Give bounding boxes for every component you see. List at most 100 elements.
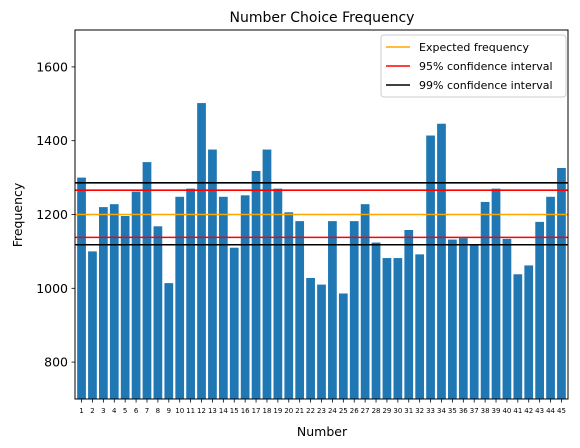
x-tick-label: 2 (90, 407, 94, 415)
bar-32 (415, 254, 424, 399)
x-tick-label: 18 (262, 407, 271, 415)
bar-30 (393, 258, 402, 399)
bar-19 (274, 189, 283, 399)
bar-43 (535, 222, 544, 399)
x-tick-label: 25 (339, 407, 348, 415)
bar-12 (197, 103, 206, 399)
x-tick-label: 34 (437, 407, 446, 415)
y-axis-label: Frequency (10, 182, 25, 247)
x-tick-label: 32 (415, 407, 424, 415)
x-axis-label: Number (297, 424, 348, 439)
bar-10 (175, 197, 184, 399)
bar-20 (284, 212, 293, 399)
bar-7 (143, 162, 152, 399)
x-tick-label: 42 (524, 407, 533, 415)
bar-36 (459, 238, 468, 399)
bar-41 (513, 274, 522, 399)
x-tick-label: 28 (372, 407, 381, 415)
x-tick-label: 5 (123, 407, 127, 415)
bar-28 (372, 243, 381, 399)
x-tick-label: 21 (295, 407, 304, 415)
chart-title: Number Choice Frequency (230, 10, 415, 26)
bar-1 (77, 178, 86, 399)
bar-23 (317, 285, 326, 399)
bar-33 (426, 136, 435, 399)
bar-5 (121, 216, 130, 399)
x-tick-label: 44 (546, 407, 555, 415)
x-tick-label: 27 (361, 407, 370, 415)
y-tick-label: 1200 (36, 207, 68, 222)
bar-13 (208, 150, 217, 399)
bar-9 (164, 283, 173, 399)
bar-8 (154, 226, 163, 399)
bar-16 (241, 195, 250, 399)
x-tick-label: 8 (156, 407, 160, 415)
x-tick-label: 23 (317, 407, 326, 415)
legend-label-2: 99% confidence interval (419, 79, 553, 92)
legend-label-1: 95% confidence interval (419, 60, 553, 73)
bar-2 (88, 251, 97, 399)
x-tick-label: 41 (513, 407, 522, 415)
bar-44 (546, 197, 555, 399)
x-tick-label: 16 (241, 407, 250, 415)
x-tick-label: 33 (426, 407, 435, 415)
bar-22 (306, 278, 315, 399)
x-tick-label: 4 (112, 407, 117, 415)
x-tick-label: 29 (382, 407, 391, 415)
bar-27 (361, 204, 370, 399)
bar-17 (252, 171, 261, 399)
bar-45 (557, 168, 566, 399)
bar-4 (110, 204, 119, 399)
y-tick-label: 1000 (36, 281, 68, 296)
x-tick-label: 38 (481, 407, 490, 415)
bar-34 (437, 124, 446, 399)
x-tick-label: 11 (186, 407, 195, 415)
y-tick-label: 1600 (36, 59, 68, 74)
bar-26 (350, 221, 359, 399)
x-tick-label: 35 (448, 407, 457, 415)
bar-6 (132, 192, 141, 399)
bar-42 (524, 265, 533, 399)
bar-39 (492, 189, 501, 399)
bar-21 (295, 221, 304, 399)
x-tick-label: 30 (393, 407, 402, 415)
x-tick-label: 14 (219, 407, 228, 415)
x-tick-label: 10 (175, 407, 184, 415)
bar-18 (263, 150, 272, 399)
x-tick-label: 13 (208, 407, 217, 415)
x-tick-label: 26 (350, 407, 359, 415)
x-tick-label: 36 (459, 407, 468, 415)
x-tick-label: 9 (167, 407, 171, 415)
x-tick-label: 24 (328, 407, 337, 415)
x-tick-label: 39 (492, 407, 501, 415)
x-tick-label: 1 (79, 407, 83, 415)
legend-label-0: Expected frequency (419, 41, 529, 54)
x-tick-label: 7 (145, 407, 149, 415)
bar-40 (503, 239, 512, 399)
x-tick-label: 37 (470, 407, 479, 415)
x-tick-label: 3 (101, 407, 105, 415)
x-tick-label: 15 (230, 407, 239, 415)
x-tick-label: 17 (252, 407, 261, 415)
bar-29 (383, 258, 392, 399)
bar-24 (328, 221, 337, 399)
bar-14 (219, 197, 228, 399)
x-tick-label: 22 (306, 407, 315, 415)
x-tick-label: 45 (557, 407, 566, 415)
x-tick-label: 19 (273, 407, 282, 415)
y-tick-label: 1400 (36, 133, 68, 148)
bar-35 (448, 240, 457, 399)
legend: Expected frequency 95% confidence interva… (381, 35, 566, 97)
bar-31 (404, 230, 413, 399)
x-tick-label: 31 (404, 407, 413, 415)
y-tick-label: 800 (44, 355, 68, 370)
x-tick-label: 43 (535, 407, 544, 415)
x-tick-label: 40 (502, 407, 511, 415)
x-tick-label: 12 (197, 407, 206, 415)
bar-15 (230, 248, 239, 399)
x-tick-label: 6 (134, 407, 139, 415)
bar-38 (481, 202, 490, 399)
x-tick-label: 20 (284, 407, 293, 415)
bar-3 (99, 207, 108, 399)
